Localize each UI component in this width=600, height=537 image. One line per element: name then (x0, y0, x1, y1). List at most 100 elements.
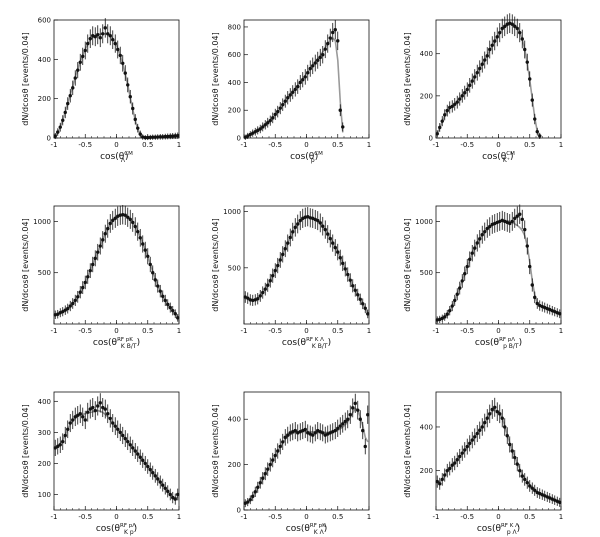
data-point (318, 221, 322, 225)
x-tick-label: -0.5 (268, 327, 282, 335)
data-point (256, 297, 260, 301)
data-point (336, 426, 340, 431)
data-point (558, 312, 562, 316)
data-point (151, 270, 155, 275)
data-point (61, 118, 65, 123)
fit-curve (244, 36, 344, 139)
data-point (58, 125, 62, 129)
y-tick-label: 400 (420, 50, 433, 58)
x-tick-label: -0.5 (460, 327, 474, 335)
data-point (341, 422, 345, 426)
y-tick-label: 400 (420, 423, 433, 431)
data-point (510, 219, 514, 224)
data-point (263, 471, 267, 476)
data-point (460, 451, 464, 455)
data-point (450, 463, 454, 467)
data-point (525, 60, 529, 64)
data-point (478, 237, 482, 241)
data-point (323, 227, 327, 232)
data-point (73, 76, 77, 80)
data-point (351, 406, 355, 410)
data-point (528, 484, 532, 488)
data-point (358, 417, 362, 421)
data-point (480, 62, 484, 66)
y-tick-label: 200 (228, 107, 241, 115)
data-point (166, 489, 170, 494)
data-point (470, 251, 474, 255)
data-point (71, 418, 75, 422)
data-point (61, 309, 65, 314)
data-point (96, 404, 100, 408)
x-tick-label: -1 (433, 327, 440, 335)
data-point (303, 427, 307, 432)
x-tick-label: -0.5 (268, 141, 282, 149)
data-point (356, 293, 360, 297)
data-point (248, 132, 252, 137)
data-point (333, 28, 337, 32)
data-point (523, 47, 527, 52)
data-point (353, 288, 357, 292)
data-point (171, 134, 175, 138)
data-point (143, 248, 147, 252)
data-point (520, 37, 524, 41)
data-point (333, 245, 337, 250)
data-point (78, 412, 82, 416)
data-point (98, 244, 102, 248)
data-point (351, 284, 355, 288)
data-point (513, 216, 517, 221)
data-point (528, 264, 532, 269)
data-point (465, 87, 469, 92)
data-point (66, 306, 70, 311)
data-point (341, 125, 345, 129)
x-tick-label: -0.5 (78, 327, 92, 335)
data-point (513, 24, 517, 29)
data-point (113, 216, 117, 221)
data-point (473, 75, 477, 79)
data-point (88, 407, 92, 411)
data-point (293, 428, 297, 433)
data-point (176, 316, 180, 320)
data-point (525, 480, 529, 485)
x-tick-label: 0.5 (142, 141, 153, 149)
y-tick-label: 0 (47, 135, 51, 143)
data-point (291, 90, 295, 94)
data-point (128, 443, 132, 447)
data-point (520, 217, 524, 222)
data-point (68, 94, 72, 98)
x-tick-label: 1 (367, 513, 371, 521)
data-point (523, 227, 527, 232)
data-point (261, 476, 265, 480)
y-tick-label: 200 (228, 461, 241, 469)
data-point (246, 500, 250, 504)
data-point (261, 290, 265, 295)
data-point (363, 444, 367, 449)
y-tick-label: 500 (420, 269, 433, 277)
data-point (76, 413, 80, 417)
data-point (498, 30, 502, 35)
data-point (273, 453, 277, 458)
data-point (71, 86, 75, 90)
y-tick-label: 200 (420, 92, 433, 100)
data-point (283, 99, 287, 103)
data-point (266, 283, 270, 287)
data-point (510, 22, 514, 26)
data-point (108, 34, 112, 38)
data-point (460, 279, 464, 283)
data-point (111, 421, 115, 425)
data-point (485, 416, 489, 420)
data-point (113, 424, 117, 428)
x-axis-label: cos(θRF pK K B/T) (93, 337, 140, 350)
x-tick-label: 0 (304, 141, 308, 149)
x-tick-label: 1 (367, 327, 371, 335)
data-point (316, 58, 320, 62)
y-tick-label: 100 (38, 491, 51, 499)
fit-curve (437, 409, 561, 503)
data-point (303, 75, 307, 79)
data-point (141, 458, 145, 463)
data-point (286, 96, 290, 100)
data-point (161, 294, 165, 298)
data-point (136, 126, 140, 130)
x-tick-label: 1 (177, 141, 181, 149)
data-point (83, 280, 87, 285)
y-axis-label: dN/dcosθ [events/0.04] (403, 32, 412, 125)
